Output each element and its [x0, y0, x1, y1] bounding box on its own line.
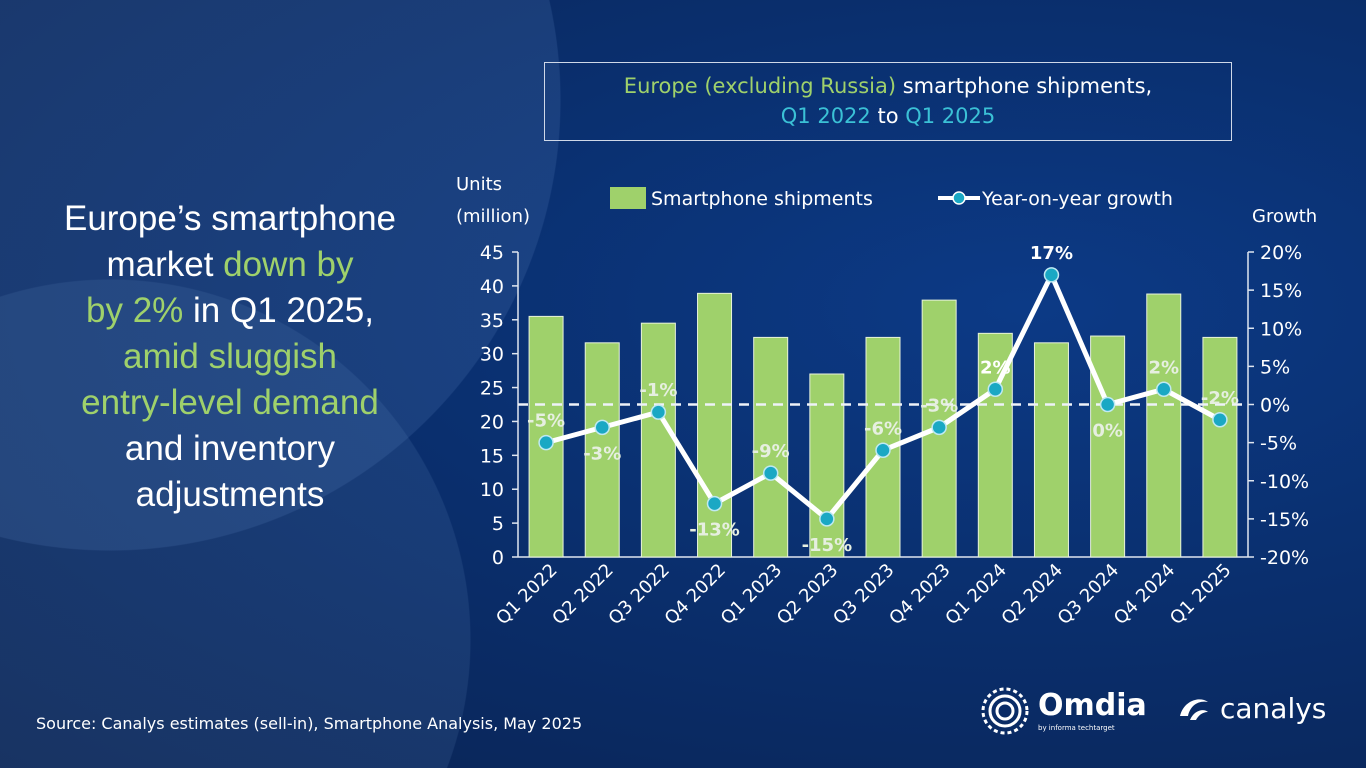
growth-marker	[762, 465, 779, 481]
right-tick-label: 0%	[1260, 395, 1290, 417]
left-axis-title: (million)	[456, 206, 530, 227]
right-tick-label: 5%	[1260, 356, 1290, 378]
headline-highlight: by 2%	[86, 291, 184, 330]
growth-marker	[987, 381, 1004, 397]
source-note: Source: Canalys estimates (sell-in), Sma…	[36, 714, 583, 733]
headline-highlight: amid sluggish	[123, 337, 337, 376]
right-tick-label: -15%	[1260, 509, 1309, 531]
growth-data-label: -1%	[639, 380, 677, 401]
left-tick-label: 5	[492, 513, 504, 535]
x-tick-label: Q2 2022	[548, 560, 617, 629]
growth-marker	[931, 419, 947, 436]
growth-data-label: -15%	[802, 535, 853, 556]
x-tick-label: Q4 2024	[1110, 560, 1179, 629]
bar-Q2-2023	[809, 373, 845, 558]
bar-Q3-2024	[1090, 335, 1126, 558]
x-tick-label: Q2 2024	[998, 560, 1067, 629]
x-tick-label: Q4 2023	[885, 560, 954, 629]
headline-highlight: down by	[223, 245, 354, 284]
x-tick-label: Q3 2022	[605, 560, 674, 629]
headline: Europe’s smartphone market down by by 2%…	[20, 196, 440, 518]
growth-data-label: 2%	[1148, 357, 1179, 378]
left-tick-label: 30	[480, 344, 504, 366]
left-tick-label: 0	[492, 547, 504, 569]
left-tick-label: 25	[480, 378, 504, 400]
right-tick-label: -10%	[1260, 471, 1309, 493]
growth-marker	[538, 434, 554, 451]
bar-Q2-2022	[584, 342, 620, 558]
growth-marker	[819, 511, 835, 527]
left-tick-label: 45	[480, 242, 504, 264]
title-part: Q1 2022	[780, 104, 871, 128]
bar-Q1-2023	[753, 336, 789, 558]
left-tick-label: 20	[480, 411, 504, 433]
growth-data-label: 2%	[980, 357, 1011, 378]
x-tick-label: Q4 2022	[661, 560, 730, 629]
growth-marker	[706, 495, 723, 512]
growth-data-label: -3%	[920, 395, 958, 416]
headline-line: and inventory	[124, 429, 336, 468]
left-tick-label: 10	[480, 479, 504, 501]
growth-marker	[1156, 381, 1172, 397]
right-tick-label: 15%	[1260, 280, 1302, 302]
growth-data-label: -9%	[752, 441, 790, 462]
x-tick-label: Q3 2024	[1054, 560, 1123, 629]
right-tick-label: 20%	[1260, 242, 1302, 264]
left-tick-label: 15	[480, 445, 504, 467]
omdia-logo: Omdia by informa techtarget	[980, 686, 1147, 736]
growth-data-label: -13%	[689, 520, 740, 541]
growth-marker	[1099, 396, 1116, 413]
growth-data-label: 17%	[1030, 243, 1073, 264]
growth-data-label: -6%	[864, 418, 902, 439]
left-tick-label: 40	[480, 276, 504, 298]
growth-data-label: -2%	[1201, 388, 1239, 409]
legend-line-marker	[952, 191, 966, 205]
legend-bar-swatch	[610, 187, 646, 209]
title-part: smartphone shipments,	[896, 74, 1153, 98]
left-axis-title: Units	[456, 174, 502, 195]
growth-marker	[650, 404, 667, 420]
bar-Q4-2022	[697, 292, 733, 558]
x-tick-label: Q1 2024	[941, 560, 1010, 629]
canalys-logo: canalys	[1176, 690, 1326, 726]
growth-marker	[1043, 267, 1060, 283]
omdia-logo-icon	[981, 687, 1029, 735]
bar-Q4-2024	[1146, 293, 1182, 558]
canalys-wordmark: canalys	[1220, 691, 1327, 725]
bar-Q2-2024	[1033, 342, 1069, 558]
growth-marker	[875, 442, 891, 458]
right-axis-title: Growth	[1252, 206, 1317, 227]
x-tick-label: Q1 2025	[1166, 560, 1235, 629]
x-tick-label: Q2 2023	[773, 560, 842, 629]
x-tick-label: Q1 2022	[492, 560, 561, 629]
right-tick-label: -5%	[1260, 433, 1297, 455]
canalys-logo-icon	[1180, 699, 1208, 720]
omdia-wordmark: Omdia	[1038, 688, 1147, 723]
title-part: to	[870, 104, 906, 128]
title-part: Europe (excluding Russia)	[623, 74, 897, 98]
left-tick-label: 35	[480, 310, 504, 332]
growth-marker	[1212, 412, 1228, 428]
growth-marker	[594, 419, 610, 436]
title-part: Q1 2025	[905, 104, 996, 128]
headline-line: market	[106, 245, 224, 284]
right-tick-label: 10%	[1260, 318, 1302, 340]
growth-data-label: 0%	[1092, 421, 1123, 442]
omdia-tagline: by informa techtarget	[1038, 724, 1115, 732]
bar-Q3-2022	[640, 322, 676, 558]
headline-line: Europe’s smartphone	[63, 199, 397, 238]
headline-line: in Q1 2025,	[183, 291, 374, 330]
growth-data-label: -3%	[583, 443, 621, 464]
x-tick-label: Q1 2023	[717, 560, 786, 629]
headline-highlight: entry-level demand	[81, 383, 379, 422]
right-tick-label: -20%	[1260, 547, 1309, 569]
legend-bar-label: Smartphone shipments	[651, 188, 873, 210]
x-tick-label: Q3 2023	[829, 560, 898, 629]
legend-line-label: Year-on-year growth	[981, 188, 1173, 210]
chart-title: Europe (excluding Russia) smartphone shi…	[544, 62, 1232, 141]
headline-line: adjustments	[135, 475, 325, 514]
growth-data-label: -5%	[527, 411, 565, 432]
bar-Q1-2025	[1202, 336, 1238, 558]
